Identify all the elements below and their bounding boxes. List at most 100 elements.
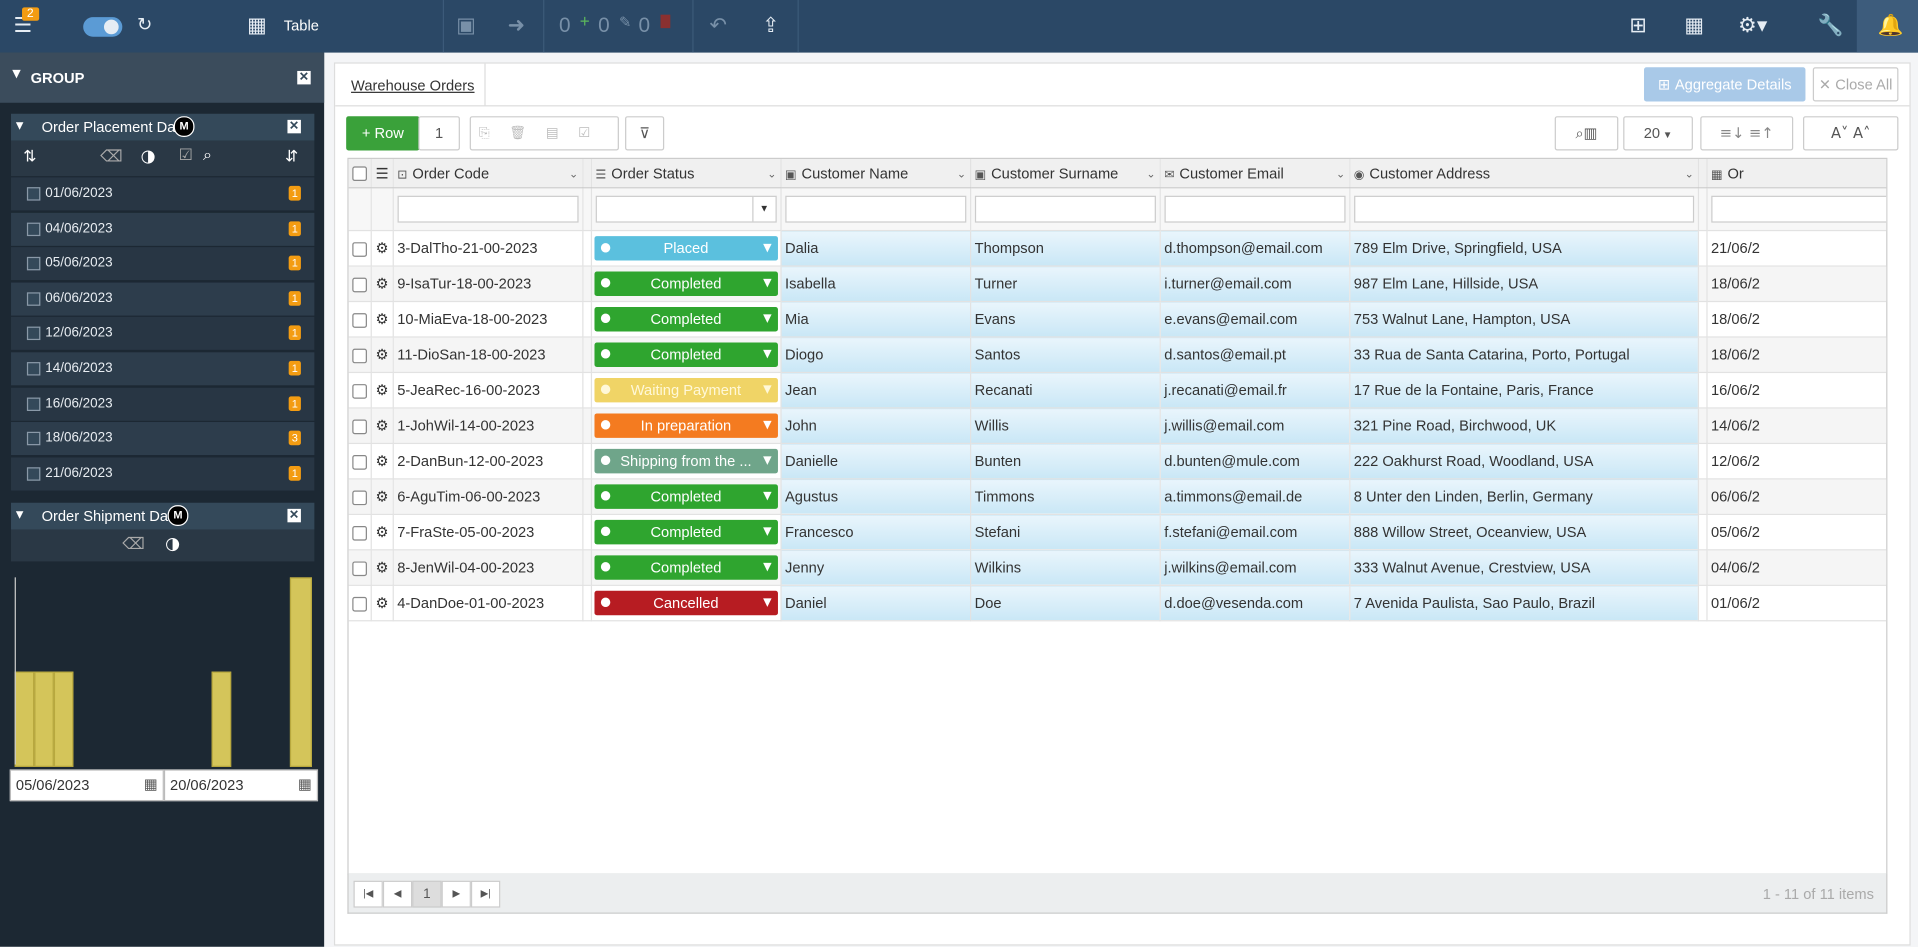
refresh-button[interactable]: ↻ — [137, 13, 152, 35]
filter-input[interactable] — [1164, 196, 1345, 223]
status-pill[interactable]: ●Placed▼ — [594, 236, 777, 260]
row-checkbox[interactable] — [352, 384, 367, 399]
group-item[interactable]: 18/06/20233 — [11, 422, 314, 455]
exit-button[interactable]: ➜ — [508, 13, 525, 37]
check-button[interactable]: ☑ — [179, 147, 193, 165]
status-pill[interactable]: ●Completed▼ — [594, 272, 777, 296]
eraser-button[interactable]: ⌫ — [100, 148, 122, 166]
column-menu[interactable]: ⌄ — [1146, 168, 1155, 180]
view-label[interactable]: Table — [284, 17, 319, 34]
column-header[interactable]: ☰Order Status⌄ — [591, 159, 781, 188]
item-checkbox[interactable] — [27, 187, 40, 200]
row-settings-cell[interactable]: ⚙ — [371, 585, 393, 620]
row-settings-cell[interactable]: ⚙ — [371, 514, 393, 549]
row-checkbox[interactable] — [352, 526, 367, 541]
status-pill[interactable]: ●Completed▼ — [594, 342, 777, 366]
prev-page-button[interactable]: ◀ — [383, 881, 412, 908]
item-checkbox[interactable] — [27, 292, 40, 305]
filter-input[interactable] — [397, 196, 578, 223]
close-button[interactable]: ✕ — [297, 71, 310, 84]
filter-button[interactable]: ⊽ — [625, 116, 664, 150]
group-item[interactable]: 14/06/20231 — [11, 352, 314, 385]
status-pill[interactable]: ●Completed▼ — [594, 520, 777, 544]
column-menu[interactable]: ⌄ — [957, 168, 966, 180]
close-button[interactable]: ✕ — [287, 120, 300, 133]
page-size-select[interactable]: 20 ▼ — [1623, 116, 1693, 150]
tools-button[interactable]: 🔧 — [1818, 13, 1844, 37]
filter-input[interactable] — [975, 196, 1156, 223]
status-pill[interactable]: ●Waiting Payment▼ — [594, 378, 777, 402]
row-settings-cell[interactable]: ⚙ — [371, 408, 393, 443]
group-item[interactable]: 21/06/20231 — [11, 457, 314, 490]
column-menu[interactable]: ⌄ — [569, 168, 578, 180]
add-row-button[interactable]: + Row — [346, 116, 419, 150]
group-item[interactable]: 12/06/20231 — [11, 317, 314, 350]
undo-button[interactable]: ↶ — [709, 13, 726, 37]
group-item[interactable]: 05/06/20231 — [11, 247, 314, 280]
collapse-icon[interactable]: ▼ — [12, 68, 20, 80]
row-count-input[interactable]: 1 — [418, 116, 460, 150]
date-to-input[interactable]: 20/06/2023▦ — [164, 769, 318, 801]
group-item[interactable]: 16/06/20231 — [11, 387, 314, 420]
row-checkbox[interactable] — [352, 277, 367, 292]
eraser-button[interactable]: ⌫ — [122, 536, 144, 554]
settings-button[interactable]: ⚙▾ — [1738, 13, 1767, 37]
upload-button[interactable]: ⇪ — [762, 13, 779, 37]
status-pill[interactable]: ●Completed▼ — [594, 307, 777, 331]
status-pill[interactable]: ●Shipping from the ...▼ — [594, 449, 777, 473]
group-item[interactable]: 06/06/20231 — [11, 282, 314, 315]
collapse-icon[interactable]: ▼ — [16, 120, 24, 131]
item-checkbox[interactable] — [27, 327, 40, 340]
row-settings-cell[interactable]: ⚙ — [371, 550, 393, 585]
notifications-button[interactable]: 🔔 — [1857, 0, 1918, 53]
item-checkbox[interactable] — [27, 397, 40, 410]
row-settings-cell[interactable]: ⚙ — [371, 302, 393, 337]
close-all-button[interactable]: ✕ Close All — [1813, 67, 1899, 101]
status-pill[interactable]: ●Cancelled▼ — [594, 591, 777, 615]
row-actions[interactable]: ⎘🗑▤☑ — [470, 116, 619, 150]
column-menu[interactable]: ⌄ — [1336, 168, 1345, 180]
menu-cell[interactable]: ☰ — [371, 159, 393, 188]
column-header[interactable]: ⊡Order Code⌄ — [393, 159, 583, 188]
date-from-input[interactable]: 05/06/2023▦ — [10, 769, 164, 801]
invert-button[interactable]: ◑ — [141, 147, 156, 167]
column-menu[interactable]: ⌄ — [767, 168, 776, 180]
search-button[interactable]: ⌕ — [203, 147, 212, 165]
range-handle[interactable] — [15, 577, 16, 764]
row-settings-cell[interactable]: ⚙ — [371, 266, 393, 301]
select-all-checkbox[interactable] — [352, 167, 367, 182]
row-settings-cell[interactable]: ⚙ — [371, 372, 393, 407]
first-page-button[interactable]: |◀ — [354, 881, 383, 908]
filter-select[interactable]: ▼ — [595, 196, 776, 223]
calendar-icon[interactable]: ▦ — [144, 776, 158, 793]
row-settings-cell[interactable]: ⚙ — [371, 231, 393, 266]
grid-button[interactable]: ▦ — [1684, 13, 1704, 37]
save-button[interactable]: ▣ — [456, 13, 476, 37]
toggle[interactable] — [83, 17, 122, 37]
row-checkbox[interactable] — [352, 242, 367, 257]
column-header[interactable]: ▦Or — [1707, 159, 1888, 188]
tab[interactable]: Warehouse Orders — [335, 64, 485, 107]
sort-button[interactable]: ⇅ — [23, 148, 36, 166]
row-checkbox[interactable] — [352, 455, 367, 470]
calendar-icon[interactable]: ▦ — [298, 776, 312, 793]
filter-input[interactable] — [785, 196, 966, 223]
row-checkbox[interactable] — [352, 597, 367, 612]
next-page-button[interactable]: ▶ — [442, 881, 471, 908]
column-header[interactable]: ◉Customer Address⌄ — [1350, 159, 1699, 188]
row-checkbox[interactable] — [352, 348, 367, 363]
row-checkbox[interactable] — [352, 490, 367, 505]
row-checkbox[interactable] — [352, 561, 367, 576]
filter-input[interactable] — [1711, 196, 1887, 223]
column-header[interactable]: ▣Customer Name⌄ — [781, 159, 971, 188]
sort-buttons[interactable]: ≡↓ ≡↑ — [1700, 116, 1793, 150]
invert-button[interactable]: ◑ — [165, 535, 180, 555]
filter-input[interactable] — [1354, 196, 1694, 223]
item-checkbox[interactable] — [27, 432, 40, 445]
row-checkbox[interactable] — [352, 313, 367, 328]
item-checkbox[interactable] — [27, 222, 40, 235]
column-header[interactable]: ✉Customer Email⌄ — [1160, 159, 1350, 188]
column-menu[interactable]: ⌄ — [1685, 168, 1694, 180]
column-header[interactable]: ▣Customer Surname⌄ — [970, 159, 1160, 188]
tab-label[interactable]: Warehouse Orders — [351, 77, 474, 94]
